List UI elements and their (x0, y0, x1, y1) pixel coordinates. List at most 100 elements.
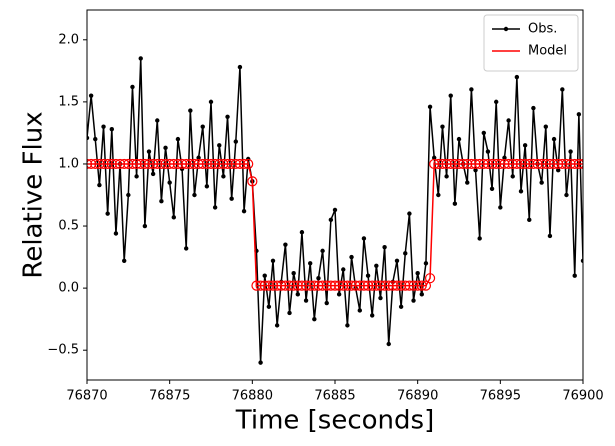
legend-label: Obs. (528, 22, 557, 37)
data-point (167, 180, 172, 185)
data-point (130, 84, 135, 90)
data-point (334, 280, 345, 291)
x-tick-label: 76870 (66, 389, 107, 404)
data-point (204, 184, 210, 189)
data-point (164, 158, 175, 170)
data-point (371, 280, 382, 291)
data-point (295, 292, 300, 297)
data-point (325, 280, 336, 291)
data-point (221, 174, 226, 179)
data-point (358, 280, 370, 291)
x-tick-label: 76885 (314, 389, 355, 404)
y-tick-label: 1.5 (58, 94, 79, 109)
data-point (491, 158, 502, 170)
data-point (432, 155, 437, 160)
data-point (226, 158, 237, 170)
data-point (205, 158, 217, 170)
axes-frame (86, 9, 584, 381)
data-point (408, 280, 419, 291)
legend-marker (503, 26, 509, 32)
data-point (171, 215, 176, 220)
x-tick-label: 76900 (562, 389, 603, 404)
data-point (159, 199, 164, 204)
data-point (362, 280, 374, 291)
data-point (470, 158, 481, 170)
data-point (131, 158, 142, 170)
data-point (568, 149, 573, 154)
data-point (93, 136, 98, 142)
data-point (412, 280, 423, 291)
data-point (328, 217, 334, 223)
data-point (433, 158, 444, 170)
data-point (292, 280, 303, 291)
data-point (272, 280, 283, 291)
data-point (564, 192, 569, 198)
data-point (291, 271, 296, 276)
data-point (97, 182, 102, 188)
data-point (263, 280, 274, 291)
data-point (370, 313, 375, 318)
data-point (572, 273, 577, 278)
data-point (473, 167, 478, 173)
data-point (379, 280, 390, 291)
data-point (342, 280, 353, 291)
data-point (354, 280, 365, 291)
data-point (200, 124, 205, 129)
data-point (503, 158, 514, 170)
data-point (148, 158, 159, 170)
data-point (445, 158, 456, 170)
data-point (462, 158, 473, 170)
data-point (495, 158, 506, 170)
data-point (266, 304, 272, 309)
data-point (201, 158, 212, 170)
data-point (556, 167, 561, 173)
data-point (441, 158, 452, 170)
data-point (429, 158, 440, 170)
data-point (90, 158, 101, 170)
data-point (105, 211, 110, 216)
data-point (507, 158, 518, 170)
data-point (305, 280, 316, 291)
data-point (427, 104, 433, 110)
data-point (444, 174, 449, 179)
data-point (365, 273, 371, 278)
data-point (114, 158, 126, 170)
data-point (423, 261, 429, 266)
data-point (511, 158, 522, 170)
data-point (374, 263, 379, 268)
data-point (184, 246, 189, 251)
data-point (284, 280, 295, 291)
data-point (349, 254, 354, 260)
data-point (88, 93, 94, 98)
data-point (241, 208, 247, 214)
data-point (139, 158, 150, 170)
data-point (283, 242, 288, 247)
data-point (437, 158, 448, 170)
data-point (573, 158, 583, 170)
data-point (424, 273, 436, 284)
data-point (321, 280, 332, 291)
data-point (469, 87, 474, 92)
data-point (168, 158, 179, 170)
data-point (316, 275, 321, 281)
data-point (238, 158, 250, 170)
data-point (332, 207, 338, 213)
data-point (181, 158, 192, 170)
data-point (474, 158, 485, 170)
data-point (543, 124, 548, 129)
data-point (403, 251, 408, 256)
data-point (551, 136, 557, 142)
data-point (350, 280, 361, 291)
data-point (324, 300, 329, 306)
data-point (346, 280, 357, 291)
data-point (336, 292, 342, 297)
data-point (222, 158, 233, 170)
data-point (580, 258, 583, 264)
data-point (303, 298, 309, 303)
data-point (229, 196, 234, 201)
data-point (296, 280, 308, 291)
data-point (478, 158, 489, 170)
x-tick-label: 76895 (480, 389, 521, 404)
data-point (94, 158, 105, 170)
data-point (208, 99, 214, 105)
